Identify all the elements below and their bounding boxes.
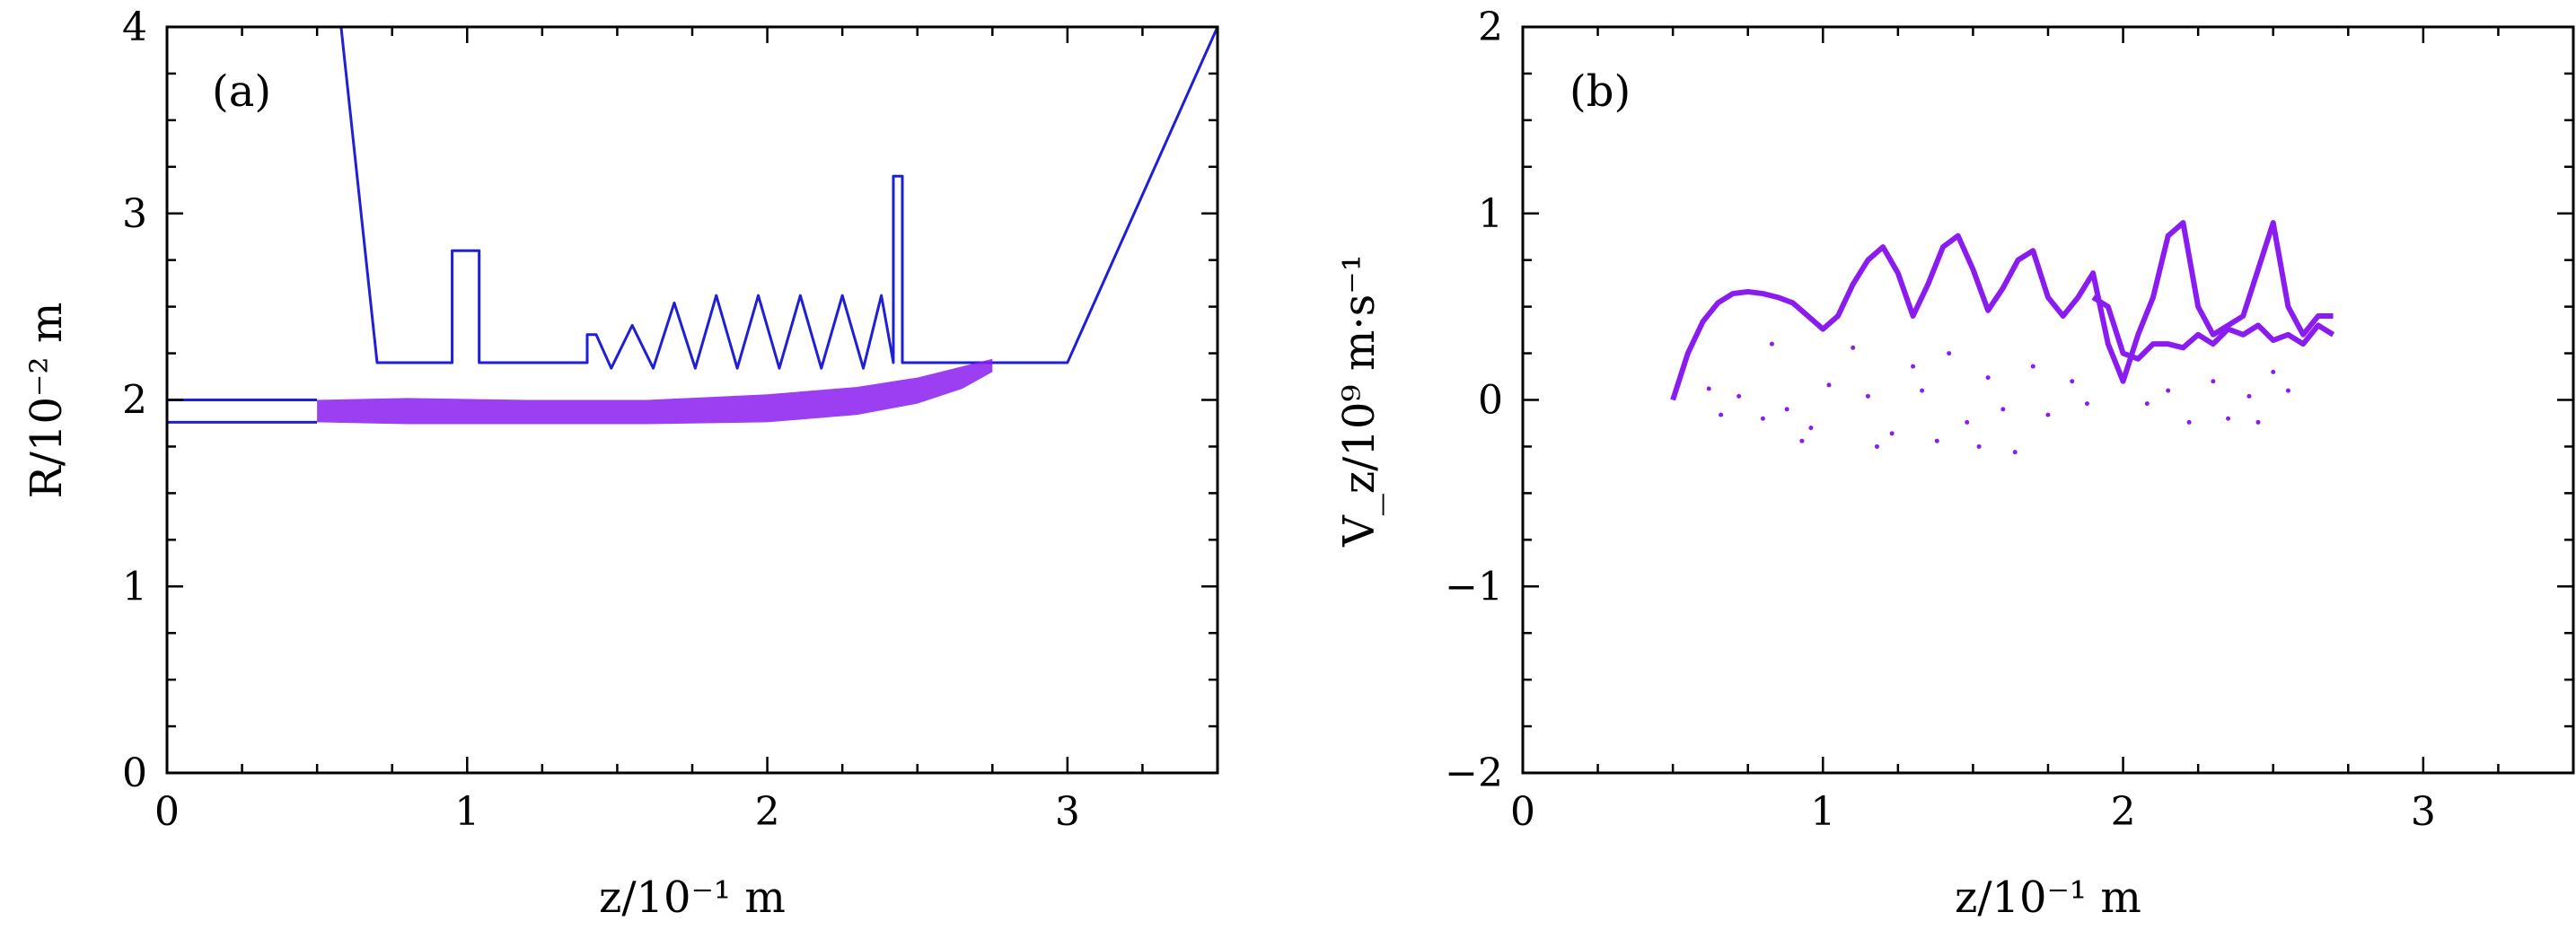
scatter-point	[1808, 426, 1814, 431]
x-tick-label: 0	[154, 789, 180, 835]
x-tick-label: 2	[2111, 789, 2136, 835]
scatter-point	[2166, 388, 2171, 393]
y-tick-label: 4	[122, 4, 147, 50]
scatter-point	[2084, 401, 2089, 407]
series-secondary-trace	[2091, 294, 2335, 362]
scatter-point	[2144, 401, 2150, 407]
x-tick-label: 1	[454, 789, 479, 835]
panel-a-y-axis-label: R/10⁻² m	[22, 303, 72, 499]
panel-b-data	[1670, 220, 2335, 455]
x-tick-label: 3	[1055, 789, 1080, 835]
scatter-point	[1976, 443, 1982, 449]
panel-b-y-tick-labels: −2 −1 0 1 2	[1445, 4, 1503, 796]
scatter-point	[1769, 341, 1774, 347]
panel-b-y-axis-label: V_z/10⁹ m·s⁻¹	[1334, 254, 1385, 548]
y-tick-label: 1	[1478, 191, 1503, 237]
panel-a-data	[167, 25, 1219, 425]
panel-b-ticks	[1521, 25, 2575, 775]
y-tick-label: 2	[1478, 4, 1503, 50]
y-tick-label: 2	[122, 378, 147, 424]
scatter-point	[1947, 351, 1952, 356]
x-tick-label: 3	[2411, 789, 2436, 835]
panel-a-x-axis-label: z/10⁻¹ m	[599, 873, 786, 923]
scatter-point	[1760, 416, 1765, 421]
panel-b: 0 1 2 3 −2 −1 0 1 2 (b) z/10⁻¹ m V_z/10⁹ m·s⁻¹	[1334, 4, 2575, 923]
scatter-point	[2285, 388, 2290, 393]
scatter-point	[2211, 379, 2216, 384]
scatter-point	[1865, 393, 1870, 399]
scatter-point	[1719, 412, 1724, 417]
scatter-point	[1911, 364, 1916, 369]
scatter-point	[2070, 379, 2075, 384]
scatter-point	[1934, 438, 1939, 443]
scatter-point	[2186, 419, 2192, 425]
scatter-point	[1784, 407, 1789, 412]
scatter-point	[2255, 419, 2261, 425]
panel-b-x-tick-labels: 0 1 2 3	[1510, 789, 2436, 835]
panel-b-label: (b)	[1569, 66, 1631, 117]
scatter-point	[2045, 412, 2051, 417]
panel-a-label: (a)	[212, 66, 271, 117]
panel-a-x-tick-labels: 0 1 2 3	[154, 789, 1080, 835]
scatter-point	[1799, 438, 1805, 443]
scatter-point	[2246, 393, 2252, 399]
scatter-point	[1889, 431, 1895, 436]
scatter-point	[1736, 393, 1742, 399]
panel-a: 0 1 2 3 0 1 2 3 4 (a) z/10⁻¹ m R/10⁻² m	[22, 4, 1219, 923]
panel-a-y-tick-labels: 0 1 2 3 4	[122, 4, 147, 796]
scatter-point	[2012, 450, 2018, 455]
scatter-point	[2030, 364, 2035, 369]
scatter-point	[1985, 375, 1991, 381]
panel-b-frame	[1521, 25, 2575, 775]
series-cavity-boundary	[339, 26, 1219, 370]
scatter-point	[1706, 386, 1711, 391]
x-tick-label: 0	[1510, 789, 1535, 835]
panel-a-ticks	[165, 25, 1219, 775]
y-tick-label: −2	[1445, 750, 1503, 796]
y-tick-label: 1	[122, 564, 147, 610]
scatter-point	[1826, 382, 1832, 388]
scatter-point	[1874, 443, 1879, 449]
y-tick-label: −1	[1445, 564, 1503, 610]
y-tick-label: 0	[1478, 378, 1503, 424]
scatter-point	[2226, 416, 2231, 421]
x-tick-label: 1	[1810, 789, 1835, 835]
scatter-point	[1920, 388, 1925, 393]
scatter-point	[1851, 345, 1856, 350]
series-main-velocity-trace	[1670, 220, 2334, 401]
y-tick-label: 3	[122, 191, 147, 237]
scatter-point	[2000, 407, 2006, 412]
y-tick-label: 0	[122, 750, 147, 796]
scatter-point	[2271, 369, 2276, 374]
x-tick-label: 2	[755, 789, 780, 835]
panel-b-x-axis-label: z/10⁻¹ m	[1955, 873, 2141, 923]
electron-beam-band	[317, 358, 993, 425]
scatter-point	[1965, 419, 1970, 425]
